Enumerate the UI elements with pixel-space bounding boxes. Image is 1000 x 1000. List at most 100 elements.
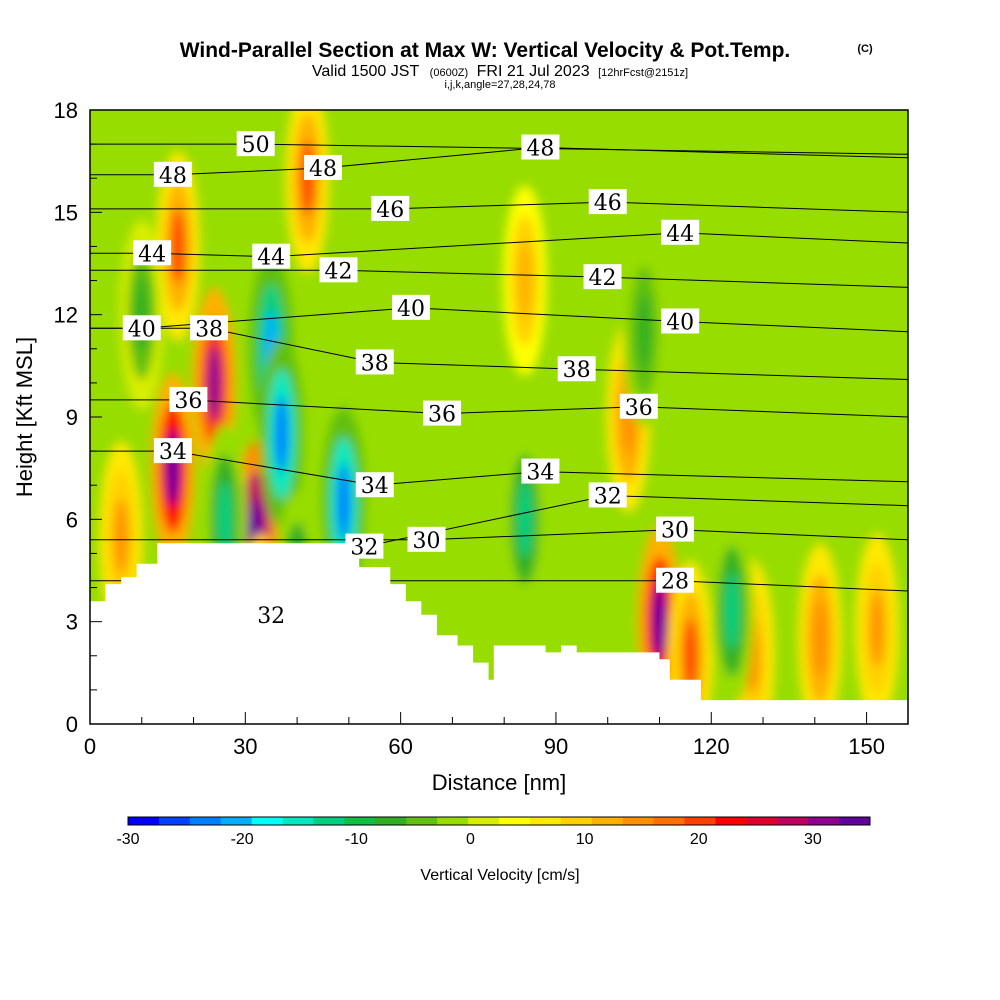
contour-label-7: 34 (361, 474, 389, 499)
contour-label-16: 40 (397, 297, 425, 322)
colorbar-swatch-16 (622, 817, 655, 825)
contour-label-box-7 (355, 472, 394, 498)
contour-label-box-5 (588, 482, 627, 508)
contour-label-19: 42 (589, 266, 617, 291)
copyright-mark: (C) (857, 43, 873, 55)
x-axis-label: Distance [nm] (432, 770, 567, 795)
downdraft-cell-1-ring-2 (274, 396, 289, 473)
contour-label-22: 44 (666, 222, 694, 247)
contour-label-23: 46 (376, 198, 404, 223)
x-tick-label-90: 90 (544, 734, 568, 759)
y-tick-label-3: 3 (66, 610, 78, 635)
contour-label-15: 40 (128, 317, 156, 342)
forecast-info: [12hrFcst@2151z] (598, 67, 688, 79)
updraft-cell-8-ring-2 (683, 617, 698, 694)
y-tick-label-18: 18 (54, 98, 78, 123)
grid-indices: i,j,k,angle=27,28,24,78 (444, 79, 555, 91)
x-tick-label-120: 120 (693, 734, 730, 759)
contour-label-1: 30 (413, 529, 441, 554)
colorbar-swatch-22 (808, 817, 840, 825)
updraft-cell-7-ring-2 (652, 583, 667, 660)
colorbar-swatch-14 (560, 817, 593, 825)
x-tick-label-150: 150 (848, 734, 885, 759)
chart-title: Wind-Parallel Section at Max W: Vertical… (180, 39, 791, 62)
x-tick-label-60: 60 (388, 734, 412, 759)
contour-label-box-20 (133, 240, 172, 266)
downdraft-cell-3-ring-2 (217, 481, 232, 558)
contour-label-box-1 (407, 526, 446, 552)
colorbar-swatch-20 (746, 817, 778, 825)
colorbar-swatch-9 (406, 817, 438, 825)
contour-label-27: 48 (526, 137, 554, 162)
contour-label-10: 36 (428, 403, 456, 428)
contour-label-box-19 (583, 264, 622, 290)
downdraft-cell-5-ring-2 (517, 481, 532, 558)
contour-label-box-3 (345, 533, 384, 559)
contour-label-4: 32 (257, 604, 285, 629)
valid-date: FRI 21 Jul 2023 (477, 63, 590, 80)
contour-label-17: 40 (666, 310, 694, 335)
updraft-cell-12-ring-2 (517, 242, 532, 319)
updraft-cell-1-ring-2 (207, 344, 222, 421)
y-tick-label-6: 6 (66, 507, 78, 532)
contour-label-box-28 (236, 131, 275, 157)
theta-contour-42 (90, 269, 908, 288)
y-tick-label-0: 0 (66, 712, 78, 737)
contour-label-8: 34 (526, 461, 554, 486)
colorbar-swatch-0 (128, 817, 160, 825)
colorbar-tick-30: 30 (804, 831, 822, 848)
contour-label-box-4 (252, 601, 291, 627)
contour-labels: 28 30 30 32 32 32 34 34 34 36 36 36 38 38 38 40 40 40 42 42… (122, 131, 700, 629)
valid-prefix: Valid 1500 JST (312, 63, 420, 80)
contour-label-3: 32 (350, 536, 378, 561)
updraft-cell-11-ring-2 (869, 590, 884, 667)
contour-label-box-12 (190, 315, 229, 341)
y-tick-label-15: 15 (54, 200, 78, 225)
downdraft-cell-7-ring-2 (724, 573, 739, 650)
colorbar-swatch-19 (715, 817, 747, 825)
colorbar-swatch-12 (499, 817, 531, 825)
contour-label-box-25 (153, 161, 192, 187)
contour-label-box-27 (521, 134, 560, 160)
updraft-cell-4-ring-2 (171, 208, 186, 285)
contour-label-box-26 (303, 154, 342, 180)
terrain-mask (90, 543, 908, 724)
colorbar-swatch-15 (591, 817, 624, 825)
contour-label-box-2 (656, 516, 695, 542)
colorbar-tick--30: -30 (116, 831, 139, 848)
contour-label-14: 38 (563, 358, 591, 383)
updraft-cell-13-ring-2 (114, 498, 129, 575)
colorbar-swatch-10 (437, 817, 469, 825)
colorbar-swatch-17 (653, 817, 685, 825)
colorbar-tick--20: -20 (231, 831, 254, 848)
contour-label-box-24 (588, 189, 627, 215)
colorbar-swatch-6 (313, 817, 345, 825)
colorbar-swatch-2 (189, 817, 222, 825)
contour-label-box-6 (153, 438, 192, 464)
theta-contour-46 (90, 201, 908, 213)
colorbar-frame (127, 816, 871, 826)
colorbar-label: Vertical Velocity [cm/s] (420, 867, 579, 884)
contour-label-21: 44 (257, 246, 285, 271)
updraft-cell-10-ring-2 (812, 600, 827, 677)
colorbar-swatch-18 (684, 817, 716, 825)
contour-label-box-15 (122, 315, 161, 341)
contour-label-28: 50 (242, 133, 270, 158)
colorbar-swatch-4 (251, 817, 284, 825)
contour-label-6: 34 (159, 440, 187, 465)
y-tick-label-9: 9 (66, 405, 78, 430)
contour-label-5: 32 (594, 484, 622, 509)
x-tick-label-30: 30 (233, 734, 257, 759)
downdraft-cell-2-ring-2 (336, 464, 351, 541)
x-axis: 0 30 60 90 120 150 (84, 712, 885, 759)
contour-label-9: 36 (174, 389, 202, 414)
contour-label-11: 36 (625, 396, 653, 421)
downdraft-cell-6-ring-2 (636, 293, 651, 370)
y-axis-label: Height [Kft MSL] (12, 337, 37, 497)
contour-label-18: 42 (325, 259, 353, 284)
colorbar-swatch-5 (282, 817, 314, 825)
contour-label-box-10 (423, 400, 462, 426)
x-tick-label-0: 0 (84, 734, 96, 759)
contour-label-box-0 (656, 567, 695, 593)
